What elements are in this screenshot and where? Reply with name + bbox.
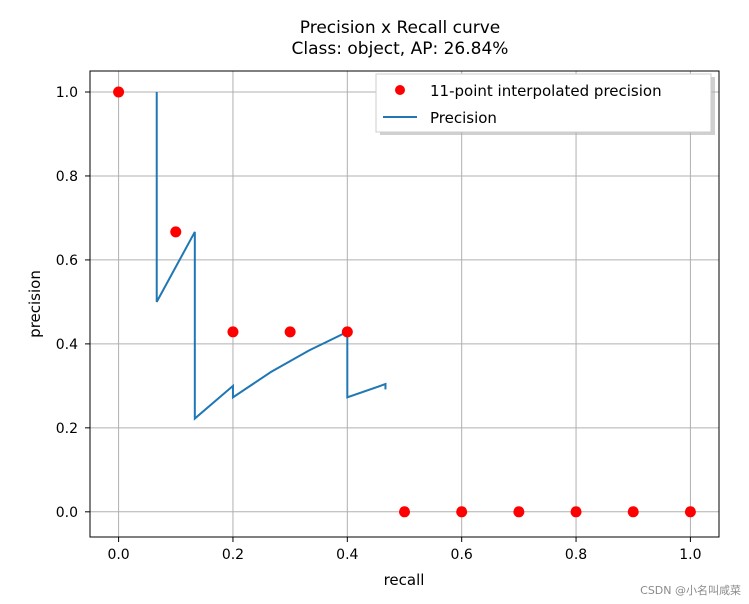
legend-marker-interpolated — [395, 85, 405, 95]
legend-label-precision: Precision — [430, 109, 497, 127]
chart-title: Precision x Recall curve — [300, 18, 500, 38]
interpolated-point — [227, 326, 239, 338]
y-tick-label: 0.0 — [56, 505, 78, 521]
x-tick-label: 0.0 — [107, 547, 129, 563]
interpolated-point — [399, 506, 410, 518]
y-tick-label: 0.2 — [56, 421, 78, 437]
x-tick-label: 0.6 — [451, 547, 473, 563]
interpolated-point — [341, 326, 353, 338]
x-tick-label: 1.0 — [679, 547, 701, 563]
legend-label-interpolated: 11-point interpolated precision — [430, 82, 662, 100]
precision-line-series — [155, 91, 387, 421]
interpolated-point — [456, 506, 468, 518]
interpolated-point — [170, 226, 182, 238]
x-tick-label: 0.8 — [565, 547, 587, 563]
interpolated-point — [284, 326, 296, 338]
x-tick-label: 0.2 — [222, 547, 244, 563]
y-tick-label: 0.8 — [56, 169, 78, 185]
ticks: 0.0 0.2 0.4 0.6 0.8 1.0 0.0 0.2 0.4 0.6 0.8 1.0 — [56, 85, 702, 563]
plot-frame — [89, 70, 720, 538]
interpolated-point — [113, 86, 125, 98]
legend-box — [375, 73, 712, 133]
chart-subtitle: Class: object, AP: 26.84% — [292, 39, 509, 59]
interpolated-point — [684, 506, 696, 518]
interpolated-point — [627, 506, 639, 518]
x-axis-label: recall — [384, 571, 425, 589]
legend: 11-point interpolated precision Precisio… — [375, 73, 715, 135]
precision-line — [155, 91, 387, 421]
watermark: CSDN @小名叫咸菜 — [640, 584, 741, 597]
y-tick-label: 0.6 — [56, 253, 78, 269]
interpolated-point — [570, 506, 582, 518]
x-tick-label: 0.4 — [336, 547, 358, 563]
interpolated-points-series — [113, 86, 696, 518]
y-axis-label: precision — [26, 270, 44, 338]
interpolated-point — [513, 506, 525, 518]
y-tick-label: 0.4 — [56, 337, 78, 353]
grid — [90, 71, 719, 537]
y-tick-label: 1.0 — [56, 85, 78, 101]
